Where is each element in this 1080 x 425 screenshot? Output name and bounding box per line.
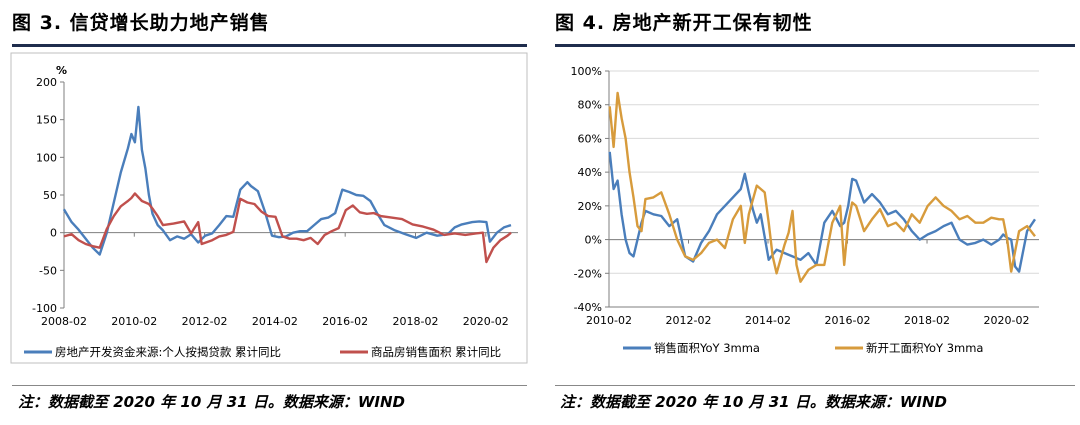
x-tick-label: 2012-02 — [666, 314, 712, 327]
x-tick-label: 2018-02 — [392, 315, 438, 328]
figure-4-source-note: 注：数据截至 2020 年 10 月 31 日。数据来源：WIND — [560, 393, 947, 411]
series-line-1 — [62, 105, 512, 256]
figure-4-title: 图 4. 房地产新开工保有韧性 — [555, 12, 813, 34]
figure-4-title-rule — [555, 44, 1075, 47]
y-tick-label: 200 — [36, 76, 57, 89]
legend-label-1: 房地产开发资金来源:个人按揭贷款 累计同比 — [55, 345, 281, 359]
y-tick-label: 100 — [36, 151, 57, 164]
legend-label-1: 销售面积YoY 3mma — [654, 341, 760, 355]
x-tick-label: 2020-02 — [984, 314, 1030, 327]
y-tick-label: 60% — [578, 132, 602, 145]
x-tick-label: 2010-02 — [586, 314, 632, 327]
plot-frame — [10, 52, 528, 364]
figure-3-source-note: 注：数据截至 2020 年 10 月 31 日。数据来源：WIND — [18, 393, 405, 411]
y-tick-label: 150 — [36, 114, 57, 127]
y-tick-label: 40% — [578, 166, 602, 179]
x-tick-label: 2014-02 — [252, 315, 298, 328]
y-tick-label: 50 — [43, 189, 57, 202]
x-tick-label: 2020-02 — [463, 315, 509, 328]
y-tick-label: -20% — [574, 267, 602, 280]
y-tick-label: 0% — [585, 234, 602, 247]
chart-panel-left: 200 150 100 50 0 -50 -100 2008-02 2010-02 2012-02… — [10, 52, 530, 370]
y-tick-label: -100 — [32, 302, 57, 315]
series-line-2 — [63, 192, 512, 264]
series-line-2 — [608, 91, 1036, 283]
note-rule-right — [555, 385, 1075, 386]
x-tick-label: 2018-02 — [904, 314, 950, 327]
legend-label-2: 商品房销售面积 累计同比 — [371, 345, 501, 359]
x-tick-label: 2012-02 — [182, 315, 228, 328]
series-line-1 — [608, 151, 1036, 273]
y-tick-label: 80% — [578, 99, 602, 112]
x-tick-label: 2014-02 — [745, 314, 791, 327]
chart-right-svg: 100% 80% 60% 40% 20% 0% -20% -40%2010-02 2012-02… — [571, 65, 1039, 355]
chart-panel-right: 100% 80% 60% 40% 20% 0% -20% -40% 2010-02 2012-02… — [553, 52, 1078, 370]
note-rule-left — [12, 385, 527, 386]
x-tick-label: 2008-02 — [41, 315, 87, 328]
y-unit-label: % — [56, 64, 67, 77]
y-tick-label: 100% — [571, 65, 602, 78]
y-tick-label: -50 — [39, 264, 57, 277]
x-tick-label: 2016-02 — [322, 315, 368, 328]
y-tick-label: 0 — [50, 227, 57, 240]
x-tick-label: 2010-02 — [111, 315, 157, 328]
y-tick-label: -40% — [574, 301, 602, 314]
legend-label-2: 新开工面积YoY 3mma — [866, 341, 983, 355]
figure-3-title-rule — [12, 44, 527, 47]
figure-3-title: 图 3. 信贷增长助力地产销售 — [12, 12, 270, 34]
x-tick-label: 2016-02 — [825, 314, 871, 327]
y-tick-label: 20% — [578, 200, 602, 213]
